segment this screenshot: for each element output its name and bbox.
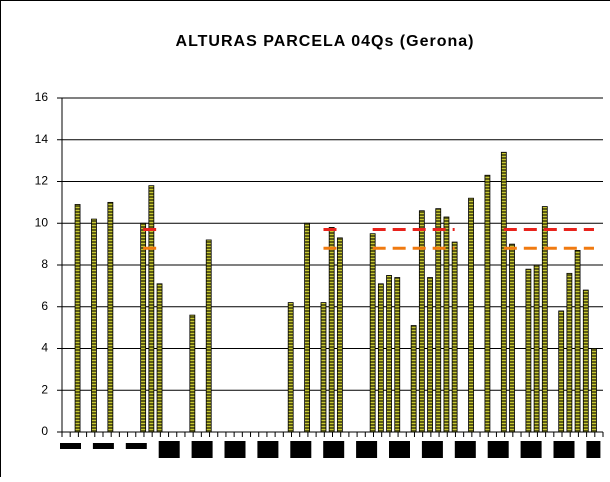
redacted-label <box>126 443 147 449</box>
redacted-label <box>422 441 443 458</box>
bar <box>469 198 474 432</box>
y-tick-label: 6 <box>41 299 48 313</box>
redacted-label <box>257 441 278 458</box>
bar <box>370 234 375 432</box>
bar <box>321 303 326 432</box>
y-tick-label: 2 <box>41 382 48 396</box>
bar <box>559 311 564 432</box>
redacted-label <box>93 443 114 449</box>
bar <box>305 223 310 432</box>
bar <box>567 273 572 432</box>
bar <box>149 186 154 432</box>
bar <box>485 175 490 432</box>
bar <box>337 238 342 432</box>
redacted-label <box>60 443 81 449</box>
y-tick-label: 12 <box>35 174 49 188</box>
bar <box>395 278 400 432</box>
y-tick-label: 0 <box>41 424 48 438</box>
bar <box>378 284 383 432</box>
bar <box>534 265 539 432</box>
redacted-label <box>323 441 344 458</box>
y-tick-label: 8 <box>41 257 48 271</box>
bar <box>591 349 596 433</box>
redacted-label <box>356 441 377 458</box>
redacted-label <box>225 441 246 458</box>
bar <box>141 223 146 432</box>
redacted-label <box>159 441 180 458</box>
redacted-label <box>290 441 311 458</box>
redacted-label <box>554 441 575 458</box>
bar <box>75 204 80 432</box>
redacted-label <box>192 441 213 458</box>
redacted-label <box>389 441 410 458</box>
bar <box>387 275 392 432</box>
bar <box>452 242 457 432</box>
bar <box>91 219 96 432</box>
bar <box>206 240 211 432</box>
redacted-label <box>488 441 509 458</box>
bar <box>542 207 547 432</box>
bar <box>419 211 424 432</box>
redacted-label <box>521 441 542 458</box>
bar <box>583 290 588 432</box>
bar <box>190 315 195 432</box>
bar <box>526 269 531 432</box>
bar <box>501 152 506 432</box>
bar <box>510 244 515 432</box>
bar <box>329 227 334 432</box>
bar <box>428 278 433 432</box>
bar <box>157 284 162 432</box>
y-tick-label: 4 <box>41 341 48 355</box>
chart-title: ALTURAS PARCELA 04Qs (Gerona) <box>176 33 475 50</box>
y-tick-label: 10 <box>35 215 49 229</box>
y-tick-label: 16 <box>35 90 49 104</box>
bar <box>436 209 441 432</box>
bar <box>575 250 580 432</box>
redacted-label <box>586 441 600 458</box>
redacted-label <box>455 441 476 458</box>
bar <box>288 303 293 432</box>
bar <box>411 326 416 432</box>
bar <box>108 202 113 432</box>
y-tick-label: 14 <box>35 132 49 146</box>
